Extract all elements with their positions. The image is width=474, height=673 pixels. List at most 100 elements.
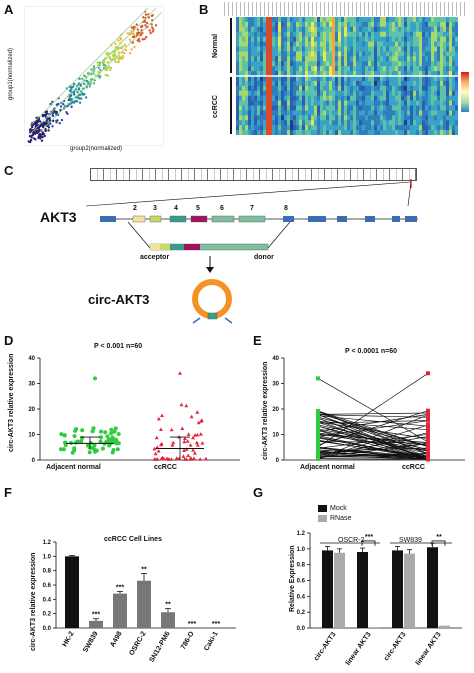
heatmap-cell [443,41,447,47]
heatmap-cell [365,95,369,101]
heatmap-cell [242,61,246,67]
data-point-ccrcc [184,457,189,461]
heatmap-cell [275,66,279,72]
heatmap-cell [413,36,417,42]
heatmap-cell [257,31,261,37]
heatmap-cell [305,105,309,111]
heatmap-cell [356,21,360,28]
group-label-sw839: SW839 [399,537,422,544]
heatmap-cell [356,100,360,106]
heatmap-cell [266,36,270,42]
heatmap-cell [293,66,297,72]
heatmap-cell [326,90,330,96]
heatmap-cell [266,95,270,101]
heatmap-cell [428,46,432,52]
heatmap-cell [344,95,348,101]
heatmap-cell [356,90,360,96]
heatmap-cell [323,115,327,121]
heatmap-cell [284,76,288,82]
heatmap-cell [410,95,414,101]
heatmap-cell [428,41,432,47]
heatmap-cell [338,41,342,47]
heatmap-cell [335,71,339,77]
heatmap-cell [341,66,345,72]
heatmap-cell [425,21,429,28]
heatmap-cell [455,95,458,101]
heatmap-cell [416,36,420,42]
heatmap-cell [395,125,399,131]
heatmap-cell [287,71,291,77]
heatmap-cell [341,61,345,67]
heatmap-cell [344,56,348,62]
scatter-point [154,24,158,27]
heatmap-cell [419,46,423,52]
heatmap-cell [305,36,309,42]
heatmap-cell [434,125,438,131]
heatmap-cell [413,130,417,135]
data-point-normal [94,448,99,453]
heatmap-cell [371,46,375,52]
heatmap-cell [398,17,402,23]
heatmap-cell [263,80,267,87]
scatter-point [41,136,44,139]
heatmap-cell [272,110,276,116]
heatmap-cell [425,95,429,101]
heatmap-cell [236,110,240,116]
heatmap-cell [314,21,318,28]
heatmap-cell [293,46,297,52]
heatmap-cell [401,80,405,87]
heatmap-cell [341,100,345,106]
heatmap-cell [407,85,411,92]
heatmap-cell [296,120,300,126]
heatmap-cell [419,36,423,42]
data-point-normal [86,443,90,448]
scatter-point [78,77,81,81]
heatmap-cell [362,61,366,67]
heatmap-cell [248,110,252,116]
heatmap-cell [413,95,417,101]
data-point-normal [316,409,320,413]
heatmap-cell [386,17,390,23]
heatmap-cell [431,41,435,47]
scatter-point [62,103,65,106]
heatmap-cell [254,110,258,116]
data-point-normal [99,429,103,434]
heatmap-cell [260,66,264,72]
heatmap-cell [452,61,456,67]
heatmap-cell [440,21,444,28]
data-point-ccrcc [188,443,193,447]
heatmap-cell [404,80,408,87]
heatmap-cell [422,36,426,42]
heatmap-cell [437,61,441,67]
heatmap-cell [440,46,444,52]
heatmap-cell [257,80,261,87]
heatmap-cell [260,61,264,67]
heatmap-cell [239,80,243,87]
scatter-point [131,35,135,39]
heatmap-cell [392,26,396,33]
heatmap-cell [311,76,315,82]
heatmap-cell [410,17,414,23]
heatmap-cell [272,71,276,77]
scatter-point [140,29,143,32]
heatmap-cell [434,41,438,47]
heatmap-cell [404,76,408,82]
heatmap-cell [245,110,249,116]
heatmap-cell [296,31,300,37]
heatmap-cell [290,46,294,52]
heatmap-cell [293,95,297,101]
heatmap-cell [440,76,444,82]
axis-label-f-y: circ-AKT3 relative expression [30,552,37,651]
heatmap-cell [263,130,267,135]
scatter-point [132,33,135,36]
heatmap-cell [446,110,450,116]
heatmap-cell [236,120,240,126]
heatmap-cell [311,31,315,37]
heatmap-cell [251,105,255,111]
data-point-ccrcc [191,448,196,452]
data-point-ccrcc [180,426,185,431]
heatmap-cell [272,130,276,135]
heatmap-cell [374,66,378,72]
heatmap-cell [455,26,458,33]
heatmap-cell [245,36,249,42]
